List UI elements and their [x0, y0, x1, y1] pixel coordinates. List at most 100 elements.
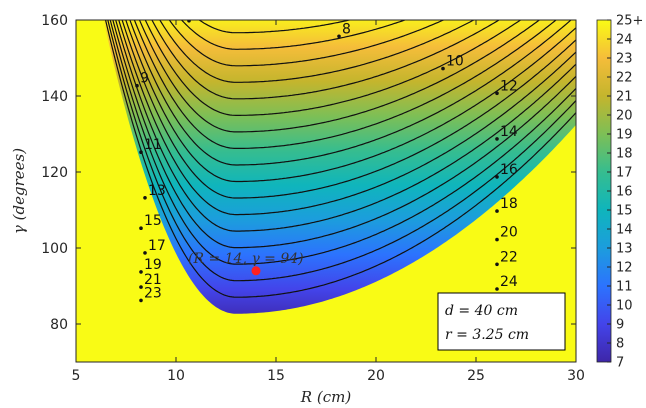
colorbar-tick-label: 23 — [616, 52, 633, 67]
parameter-r: r = 3.25 cm — [445, 327, 529, 343]
contour-label: 7 — [192, 6, 201, 22]
contour-label: 23 — [144, 285, 162, 301]
colorbar-tick-label: 24 — [616, 33, 633, 48]
contour-line-20 — [115, 20, 576, 232]
y-axis-label: γ (degrees) — [10, 148, 28, 234]
colorbar-tick-label: 25+ — [616, 14, 643, 29]
plot-frame — [75, 19, 577, 363]
contour-marker — [495, 209, 499, 213]
contour-label: 15 — [144, 213, 162, 229]
colorbar-tick-label: 17 — [616, 166, 633, 181]
colorbar-tick-label: 9 — [616, 318, 624, 333]
contour-marker — [441, 66, 445, 71]
contour-marker — [135, 83, 139, 88]
contour-marker — [495, 137, 499, 141]
colorbar-tick-label: 20 — [616, 109, 633, 124]
contour-label: 19 — [144, 257, 162, 273]
contour-label: 16 — [500, 162, 518, 178]
contour-marker — [495, 287, 499, 291]
contour-label: 8 — [342, 21, 351, 37]
colorbar-tick-label: 16 — [616, 185, 633, 200]
contour-label: 14 — [500, 124, 518, 140]
contour-marker — [337, 34, 341, 39]
contour-line-12 — [151, 20, 501, 100]
contour-label: 13 — [148, 183, 166, 199]
contour-line-23 — [107, 20, 576, 282]
colorbar-tick-label: 21 — [616, 90, 633, 105]
parameter-box-frame — [437, 292, 566, 351]
contour-line-10 — [168, 20, 446, 67]
colorbar-tick-label: 8 — [616, 337, 624, 352]
y-tick-label: 140 — [41, 89, 68, 105]
colorbar-tick-label: 12 — [616, 261, 633, 276]
contour-line-19 — [118, 20, 576, 216]
contour-label: 24 — [500, 274, 518, 290]
contour-marker — [495, 262, 499, 267]
x-tick-label: 5 — [72, 368, 81, 384]
x-axis: 5 10 15 20 25 30 — [72, 20, 585, 384]
contour-marker — [139, 298, 143, 303]
contour-line-7 — [192, 0, 376, 16]
contour-line-9 — [180, 20, 407, 50]
contour-labels: 7 8 9 10 11 12 13 14 15 16 17 18 19 20 21 22 23 24 — [135, 6, 518, 303]
colorbar-tick-label: 10 — [616, 299, 633, 314]
contour-marker — [187, 20, 191, 23]
colorbar-tick-label: 22 — [616, 71, 633, 86]
contour-line-16 — [129, 20, 572, 166]
highlight-annotation: (R = 14, γ = 94) — [188, 251, 304, 276]
contour-marker — [139, 150, 143, 154]
y-tick-label: 120 — [41, 165, 68, 181]
parameter-d: d = 40 cm — [445, 303, 518, 319]
colorbar: 25+ 24 23 22 21 20 19 18 17 16 15 14 13 12 11 10 9 8 7 — [596, 14, 643, 371]
contour-label: 11 — [144, 137, 162, 153]
contour-marker — [495, 175, 499, 179]
contour-label: 18 — [500, 196, 518, 212]
contour-line-21 — [112, 20, 576, 249]
contour-line-13 — [144, 20, 522, 116]
colorbar-ticks: 25+ 24 23 22 21 20 19 18 17 16 15 14 13 12 11 10 9 8 7 — [607, 14, 643, 371]
contour-line-14 — [138, 20, 541, 133]
plot-area: 7 8 9 10 11 12 13 14 15 16 17 18 19 20 21 22 23 24 (R = 1… — [76, 0, 576, 362]
colorbar-tick-label: 13 — [616, 242, 633, 257]
contour-line-17 — [125, 20, 576, 183]
x-tick-label: 15 — [267, 368, 285, 384]
contour-marker — [143, 196, 147, 200]
contour-line-24 — [104, 20, 576, 298]
contour-line-11 — [159, 20, 476, 83]
colorbar-tick-label: 11 — [616, 280, 633, 295]
contour-marker — [139, 285, 143, 289]
contour-marker — [495, 237, 499, 242]
contour-line-8 — [198, 20, 353, 34]
contour-label: 21 — [144, 272, 162, 288]
contour-lines — [104, 0, 576, 298]
y-tick-label: 80 — [50, 317, 68, 333]
colorbar-tick-label: 14 — [616, 223, 633, 238]
x-tick-label: 25 — [467, 368, 485, 384]
parameter-box: d = 40 cm r = 3.25 cm — [437, 292, 566, 351]
x-axis-label: R (cm) — [300, 388, 352, 406]
contour-line-18 — [121, 20, 576, 199]
x-tick-label: 10 — [167, 368, 185, 384]
y-axis: 80 100 120 140 160 — [41, 13, 576, 333]
contour-line-22 — [109, 20, 576, 265]
contour-label: 9 — [140, 71, 149, 87]
contour-line-15 — [133, 20, 557, 149]
contour-label: 10 — [446, 54, 464, 70]
colorbar-tick-label: 7 — [616, 356, 624, 371]
y-tick-label: 160 — [41, 13, 68, 29]
y-tick-label: 100 — [41, 241, 68, 257]
contour-label: 12 — [500, 78, 518, 94]
colorbar-tick-label: 18 — [616, 147, 633, 162]
contour-marker — [139, 226, 143, 230]
highlight-point — [251, 266, 261, 276]
colorbar-tick-label: 15 — [616, 204, 633, 219]
x-tick-label: 20 — [367, 368, 385, 384]
contour-marker — [139, 270, 143, 274]
contour-marker — [495, 91, 499, 96]
contour-label: 22 — [500, 249, 518, 265]
highlight-point-label: (R = 14, γ = 94) — [188, 251, 304, 267]
x-tick-label: 30 — [567, 368, 585, 384]
contour-label: 17 — [148, 238, 166, 254]
colorbar-tick-label: 19 — [616, 128, 633, 143]
